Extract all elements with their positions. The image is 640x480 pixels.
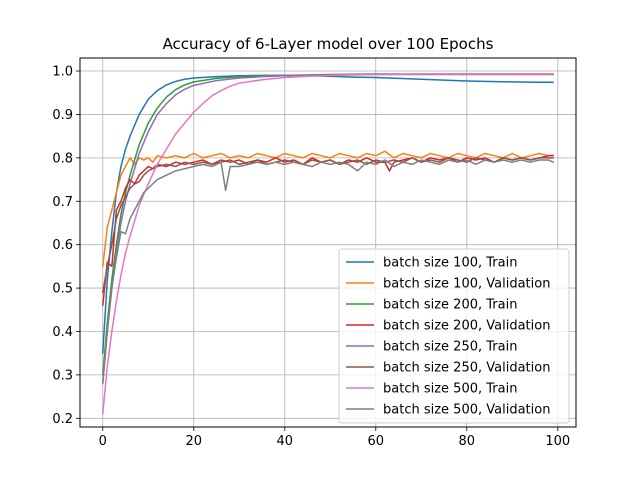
y-tick-label: 0.5	[52, 282, 73, 297]
series-line-1	[102, 74, 554, 354]
legend-label: batch size 250, Validation	[383, 361, 550, 376]
chart-title: Accuracy of 6-Layer model over 100 Epoch…	[163, 35, 494, 53]
legend: batch size 100, Train batch size 100, Val…	[338, 248, 570, 424]
legend-label: batch size 100, Validation	[383, 277, 550, 292]
series-line-7	[102, 73, 554, 415]
legend-box	[338, 248, 570, 424]
axis-ticks: 0 20 40 60 80 100 0.2 0.3 0.4 0.5 0.6 0.7 0.8 0.9 1.0	[52, 65, 570, 449]
y-tick-label: 0.6	[52, 238, 73, 253]
y-tick-label: 0.2	[52, 412, 73, 427]
x-tick-label: 100	[545, 434, 570, 449]
y-tick-label: 0.4	[52, 325, 73, 340]
y-tick-label: 0.8	[52, 151, 73, 166]
y-tick-label: 1.0	[52, 65, 73, 80]
legend-label: batch size 100, Train	[383, 256, 517, 271]
y-tick-label: 0.3	[52, 368, 73, 383]
x-tick-label: 20	[185, 434, 202, 449]
series-line-8	[102, 159, 554, 385]
series-line-4	[102, 154, 554, 307]
x-tick-label: 60	[368, 434, 385, 449]
y-tick-label: 0.9	[52, 108, 73, 123]
legend-label: batch size 200, Train	[383, 298, 517, 313]
legend-label: batch size 500, Validation	[383, 403, 550, 418]
y-tick-label: 0.7	[52, 195, 73, 210]
legend-label: batch size 200, Validation	[383, 319, 550, 334]
series-layer	[102, 73, 554, 415]
x-tick-label: 0	[99, 434, 107, 449]
series-line-2	[102, 150, 554, 268]
x-tick-label: 40	[276, 434, 293, 449]
legend-label: batch size 500, Train	[383, 382, 517, 397]
x-tick-label: 80	[459, 434, 476, 449]
legend-label: batch size 250, Train	[383, 340, 517, 355]
plot-frame	[79, 57, 577, 428]
